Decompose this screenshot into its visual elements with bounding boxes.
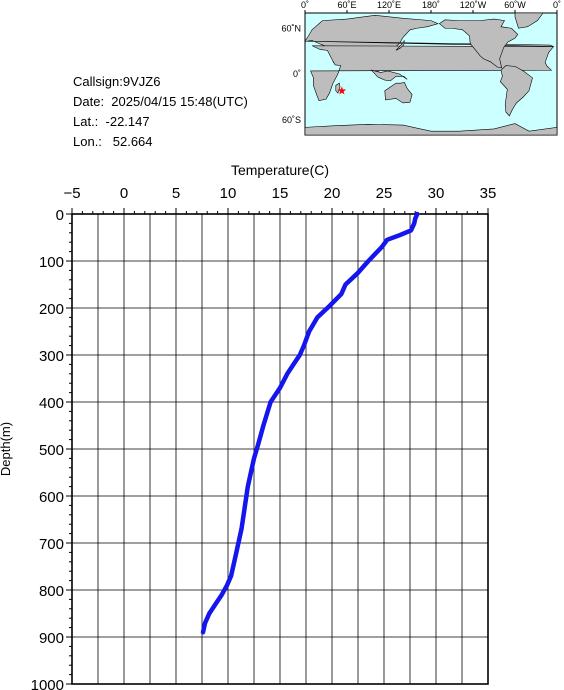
callsign-text: Callsign:9VJZ6 [73,74,161,89]
y-tick-label: 900 [39,630,64,647]
y-tick-label: 0 [56,207,64,224]
y-tick-label: 200 [39,301,64,318]
y-axis-title: Depth(m) [0,422,13,476]
y-tick-label: 300 [39,348,64,365]
longitude-text: Lon.: 52.664 [73,134,153,149]
latitude-text: Lat.: -22.147 [73,114,150,129]
y-tick-label: 100 [39,254,64,271]
y-tick-label: 1000 [31,677,64,690]
x-tick-label: 15 [272,185,289,202]
y-tick-label: 400 [39,395,64,412]
date-text: Date: 2025/04/15 15:48(UTC) [73,94,248,109]
x-tick-label: 10 [220,185,237,202]
x-tick-label: 20 [324,185,341,202]
y-tick-label: 700 [39,536,64,553]
y-tick-label: 600 [39,489,64,506]
x-tick-label: 30 [428,185,445,202]
x-tick-label: −5 [63,185,80,202]
x-tick-label: 25 [376,185,393,202]
y-tick-label: 800 [39,583,64,600]
temperature-profile-line [200,211,420,635]
x-tick-label: 0 [120,185,128,202]
y-tick-label: 500 [39,442,64,459]
x-tick-label: 5 [172,185,180,202]
x-tick-label: 35 [480,185,497,202]
x-axis-title: Temperature(C) [231,162,329,178]
